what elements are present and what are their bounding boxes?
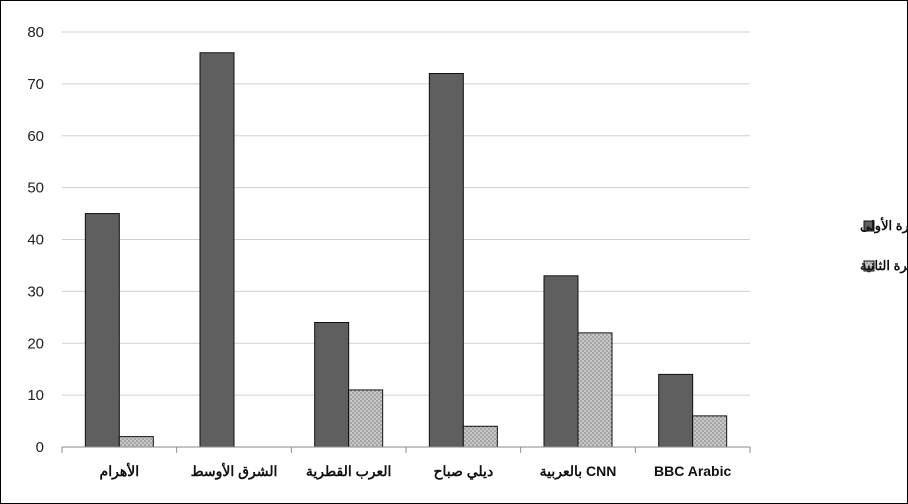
y-tick-label: 10 (27, 387, 44, 404)
bar-s2-c4 (462, 425, 498, 448)
x-axis: الأهرام الشرق الأوسط العرب القطرية ديلي صبا… (61, 446, 751, 480)
category-label: CNN بالعربية (540, 463, 617, 480)
y-tick-label: 20 (27, 335, 44, 352)
bar-s1-c6 (658, 373, 694, 448)
y-tick-label: 60 (27, 128, 44, 145)
bar-s2-c1 (118, 436, 154, 448)
bar-s1-c4 (428, 73, 464, 448)
legend-swatch (863, 260, 875, 272)
legend-label: الفترة الثانية (860, 258, 908, 274)
bar-s2-c6 (692, 415, 728, 448)
bar-s2-c5 (577, 332, 613, 448)
legend-label: الفترة الأولى (860, 217, 908, 234)
category-label: الأهرام (100, 462, 140, 480)
y-tick-label: 0 (36, 439, 44, 456)
legend-swatch (863, 220, 875, 232)
bars (84, 52, 728, 448)
y-axis-ticks: 0 10 20 30 40 50 60 70 80 (27, 24, 44, 456)
gridlines (62, 31, 750, 448)
y-tick-label: 40 (27, 232, 44, 249)
bar-s1-c1 (84, 213, 120, 448)
bar-s2-c3 (348, 389, 384, 448)
category-label: العرب القطرية (306, 463, 392, 480)
legend: الفترة الأولى الفترة الثانية (860, 217, 908, 274)
y-tick-label: 50 (27, 180, 44, 197)
y-tick-label: 80 (27, 24, 44, 41)
y-tick-label: 70 (27, 76, 44, 93)
category-label: الشرق الأوسط (191, 462, 278, 480)
bar-s1-c5 (543, 275, 579, 448)
category-label: ديلي صباح (433, 463, 493, 480)
bar-s1-c3 (314, 322, 350, 448)
category-label: BBC Arabic (654, 463, 731, 479)
bar-s1-c2 (199, 52, 235, 448)
y-tick-label: 30 (27, 283, 44, 300)
